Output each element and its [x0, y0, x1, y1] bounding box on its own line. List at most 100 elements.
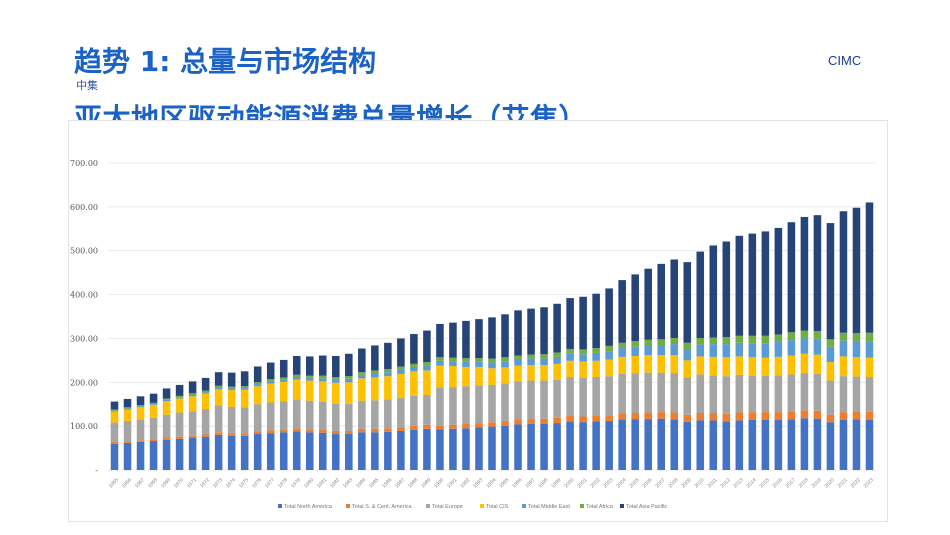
bar-segment: [592, 352, 600, 361]
page-title: 趋势 1: 总量与市场结构: [74, 45, 377, 78]
bar-segment: [605, 351, 613, 360]
bar-segment: [227, 372, 236, 387]
bar-segment: [553, 363, 561, 380]
bar-segment: [553, 352, 561, 357]
bar-segment: [305, 375, 314, 378]
bar-segment: [657, 418, 665, 470]
bar-segment: [787, 222, 796, 333]
bar-segment: [423, 362, 431, 366]
bar-segment: [332, 355, 340, 378]
bar-segment: [774, 334, 783, 342]
bar-segment: [449, 366, 457, 388]
bar-segment: [683, 421, 692, 470]
bar-segment: [305, 432, 314, 470]
bar-segment: [787, 419, 796, 470]
bar-segment: [527, 358, 535, 366]
bar-segment: [683, 342, 692, 349]
bar-segment: [253, 386, 262, 405]
bar-segment: [748, 233, 757, 336]
y-axis-ticks: - 100.00 200.00 300.00 400.00 500.00 600.00 700…: [70, 159, 98, 475]
bar-segment: [826, 339, 835, 347]
bar-segment: [839, 376, 848, 413]
bar-segment: [188, 435, 197, 438]
bar-segment: [371, 400, 379, 429]
bar-segment: [644, 339, 652, 346]
bar-segment: [384, 342, 392, 370]
bar-segment: [657, 339, 665, 346]
x-tick-label: 1981: [316, 477, 328, 489]
bar-segment: [657, 355, 665, 373]
bar-segment: [475, 361, 483, 367]
bar-segment: [787, 374, 796, 412]
bar-segment: [527, 418, 535, 424]
bar-segment: [865, 357, 874, 378]
bar-segment: [423, 365, 431, 371]
bar-segment: [761, 231, 770, 336]
bar-segment: [774, 420, 783, 470]
bar-segment: [670, 412, 679, 420]
bar-segment: [579, 349, 587, 355]
bar-segment: [397, 430, 405, 470]
bar-segment: [774, 375, 783, 413]
bar-segment: [188, 396, 197, 412]
bar-segment: [292, 399, 301, 429]
bar-segment: [865, 420, 874, 470]
bar-segment: [358, 372, 366, 375]
x-axis-ticks: 1965 1966 1967 1968 1969 1970 1971 1972 1973 1974…: [108, 477, 875, 489]
bar-segment: [214, 387, 223, 390]
bar-segment: [735, 420, 744, 470]
bar-segment: [266, 379, 275, 382]
bar-segment: [475, 358, 483, 362]
bar-segment: [110, 441, 119, 444]
bar-segment: [410, 363, 418, 367]
bar-segment: [384, 369, 392, 373]
bar-segment: [813, 215, 822, 331]
legend-label: Total North America: [284, 504, 333, 510]
bar-segment: [787, 332, 796, 341]
bar-segment: [240, 435, 249, 470]
x-tick-label: 2006: [641, 477, 653, 489]
bar-segment: [683, 360, 692, 378]
bar-segment: [253, 431, 262, 435]
x-tick-label: 2016: [772, 477, 784, 489]
bar-segment: [722, 344, 731, 358]
bar-segment: [579, 296, 587, 350]
bars: [110, 202, 874, 470]
bar-segment: [748, 343, 757, 358]
bar-segment: [748, 335, 757, 344]
bar-segment: [696, 420, 705, 470]
bar-segment: [201, 436, 210, 470]
legend-label: Total Middle East: [528, 504, 570, 510]
x-tick-label: 2017: [785, 477, 797, 489]
bar-segment: [839, 412, 848, 421]
x-tick-label: 1989: [420, 477, 432, 489]
bar-segment: [813, 330, 822, 339]
x-tick-label: 1986: [381, 477, 393, 489]
bar-segment: [436, 425, 444, 430]
bar-segment: [514, 365, 522, 382]
brand-logo-text: CIMC: [828, 53, 862, 68]
bar-segment: [722, 357, 731, 377]
bar-segment: [397, 373, 405, 399]
bar-segment: [110, 443, 119, 470]
bar-segment: [397, 369, 405, 374]
x-tick-label: 2009: [680, 477, 692, 489]
bar-segment: [618, 280, 626, 343]
bar-segment: [540, 307, 548, 355]
bar-segment: [292, 374, 301, 378]
bar-segment: [852, 419, 861, 470]
bar-segment: [279, 379, 288, 382]
x-tick-label: 2010: [694, 477, 706, 489]
legend-label: Total Europe: [432, 504, 463, 510]
bar-segment: [631, 412, 639, 420]
bar-segment: [813, 338, 822, 355]
bar-segment: [501, 367, 509, 384]
bar-segment: [319, 381, 327, 403]
bar-segment: [371, 345, 379, 371]
bar-segment: [462, 320, 470, 359]
bar-segment: [709, 420, 718, 470]
y-tick-label: 500.00: [70, 247, 98, 256]
bar-segment: [540, 365, 548, 381]
bar-segment: [514, 359, 522, 366]
bar-segment: [644, 412, 652, 420]
